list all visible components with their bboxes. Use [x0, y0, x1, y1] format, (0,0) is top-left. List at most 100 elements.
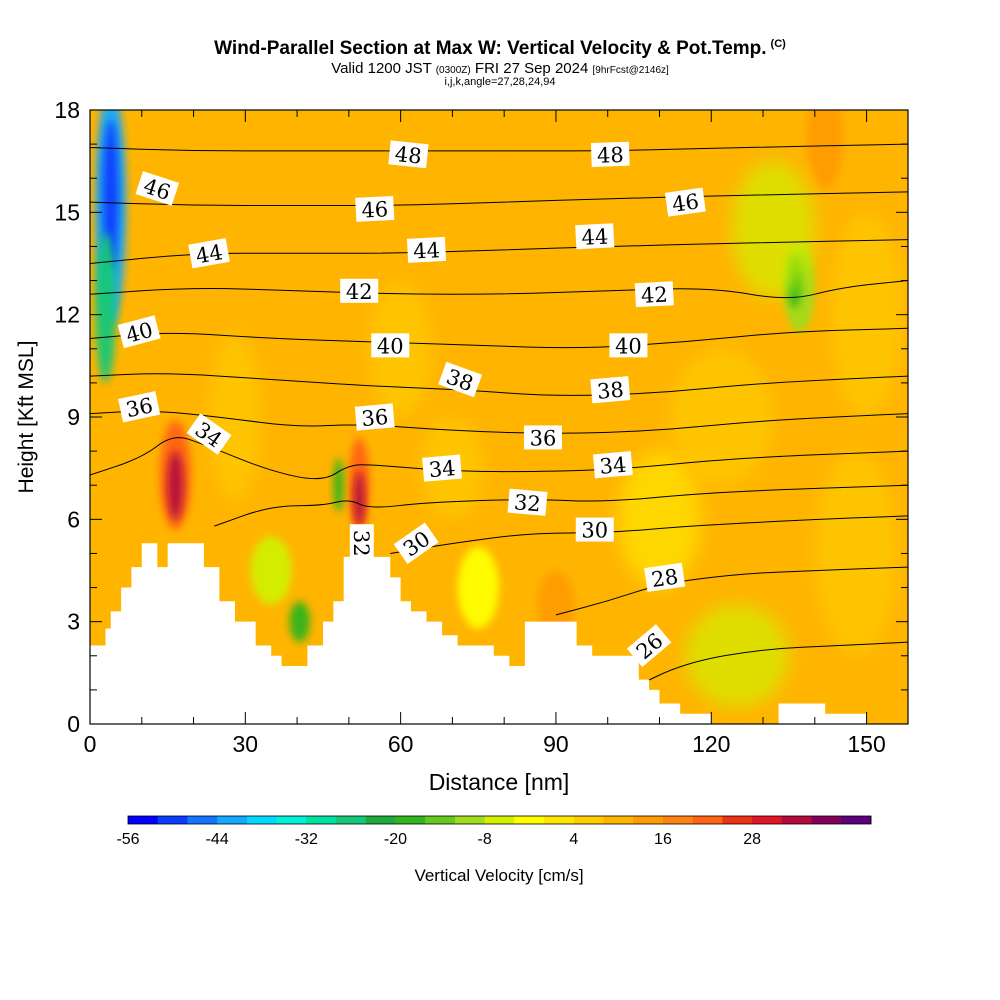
w-cell — [203, 178, 256, 315]
theta-label-text: 46 — [671, 189, 701, 216]
theta-label: 42 — [634, 281, 674, 308]
theta-label: 28 — [644, 562, 686, 592]
y-axis-label: Height [Kft MSL] — [15, 341, 38, 494]
theta-label-box — [626, 624, 672, 667]
colorbar-tick-label: -32 — [295, 831, 318, 848]
theta-label-text: 40 — [615, 334, 642, 358]
theta-label-text: 32 — [349, 530, 373, 557]
colorbar-swatch — [306, 816, 337, 824]
theta-contour-38 — [90, 373, 908, 396]
grid-indices: i,j,k,angle=27,28,24,94 — [444, 76, 556, 88]
theta-label: 30 — [575, 517, 614, 543]
w-cell — [167, 451, 184, 520]
w-cell — [685, 604, 789, 707]
y-tick-label: 0 — [67, 711, 80, 737]
theta-label-box — [664, 187, 706, 217]
theta-label: 34 — [592, 451, 633, 479]
theta-label-box — [371, 333, 410, 358]
theta-label: 34 — [422, 454, 463, 482]
theta-label-text: 34 — [599, 453, 628, 479]
valid-time: Valid 1200 JST (0300Z) FRI 27 Sep 2024 [… — [0, 60, 1000, 77]
colorbar-tick-label: 16 — [654, 831, 672, 848]
theta-label-text: 44 — [581, 225, 609, 250]
theta-label: 40 — [609, 333, 648, 358]
x-tick-label: 0 — [84, 731, 97, 757]
theta-label-box — [524, 425, 563, 450]
x-axis-label: Distance [nm] — [429, 769, 570, 795]
colorbar-swatch — [544, 816, 575, 824]
colorbar-swatch — [573, 816, 605, 824]
theta-label: 44 — [575, 223, 615, 250]
theta-label-box — [507, 488, 548, 516]
theta-label-box — [188, 238, 230, 269]
theta-label: 40 — [371, 333, 410, 358]
colorbar-swatch — [365, 816, 396, 824]
theta-contour-40 — [90, 327, 908, 349]
colorbar-swatch — [692, 816, 723, 824]
theta-label: 36 — [354, 403, 395, 431]
theta-label-box — [349, 524, 374, 563]
theta-label: 44 — [406, 236, 447, 264]
valid-prefix: Valid 1200 JST — [331, 60, 432, 77]
colorbar-tick-label: 4 — [569, 831, 578, 848]
colorbar-tick-label: -56 — [116, 831, 139, 848]
colorbar-tick-label: -20 — [384, 831, 407, 848]
theta-label: 48 — [388, 140, 429, 169]
colorbar-swatch — [276, 816, 307, 824]
theta-label-box — [590, 376, 631, 404]
theta-label-text: 40 — [377, 334, 404, 358]
x-tick-label: 150 — [847, 731, 885, 757]
forecast-info: [9hrFcst@2146z] — [592, 65, 669, 76]
w-cell — [102, 120, 119, 271]
theta-label: 36 — [118, 391, 161, 423]
chart-title-text: Wind-Parallel Section at Max W: Vertical… — [214, 38, 767, 59]
theta-contour-32 — [214, 484, 908, 527]
theta-label-text: 36 — [530, 426, 557, 450]
colorbar-title: Vertical Velocity [cm/s] — [414, 866, 583, 885]
valid-date: FRI 27 Sep 2024 — [474, 60, 589, 77]
valid-utc: (0300Z) — [435, 65, 471, 76]
y-tick-label: 3 — [67, 609, 80, 635]
theta-label-text: 46 — [361, 197, 389, 222]
theta-label-box — [575, 223, 615, 250]
colorbar-swatch — [722, 816, 753, 824]
theta-label-box — [634, 281, 674, 308]
y-tick-label: 6 — [67, 506, 80, 532]
theta-label-text: 32 — [513, 490, 542, 516]
colorbar-swatch — [217, 816, 248, 824]
colorbar-swatch — [395, 816, 426, 824]
y-tick-label: 12 — [54, 302, 80, 328]
theta-label-text: 48 — [394, 142, 423, 169]
theta-label-text: 38 — [596, 378, 625, 404]
w-cell — [333, 457, 344, 513]
colorbar-swatch — [514, 816, 545, 824]
theta-label-text: 36 — [360, 405, 389, 431]
theta-label-box — [592, 451, 633, 479]
theta-label-box — [388, 140, 429, 169]
theta-label: 38 — [590, 376, 631, 404]
w-cell — [250, 536, 292, 605]
theta-label-box — [644, 562, 686, 592]
theta-label-text: 30 — [581, 519, 608, 543]
theta-label-box — [118, 391, 161, 423]
w-cell — [493, 110, 536, 179]
theta-label-box — [438, 361, 483, 398]
chart-title: Wind-Parallel Section at Max W: Vertical… — [0, 38, 1000, 60]
w-cell — [457, 546, 499, 629]
theta-label-box — [117, 315, 161, 349]
x-tick-label: 60 — [388, 731, 414, 757]
y-tick-label: 15 — [54, 199, 80, 225]
colorbar-swatch — [781, 816, 813, 824]
w-cell — [669, 348, 774, 486]
theta-label-box — [186, 413, 232, 455]
w-cell — [731, 161, 815, 298]
w-cell — [95, 232, 116, 383]
w-cell — [289, 601, 311, 643]
theta-label-text: 48 — [597, 143, 625, 168]
theta-label-text: 42 — [640, 283, 668, 308]
w-cell — [830, 212, 903, 417]
copyright-mark: (C) — [770, 38, 786, 50]
colorbar-swatch — [425, 816, 456, 824]
colorbar-tick-label: -8 — [478, 831, 492, 848]
